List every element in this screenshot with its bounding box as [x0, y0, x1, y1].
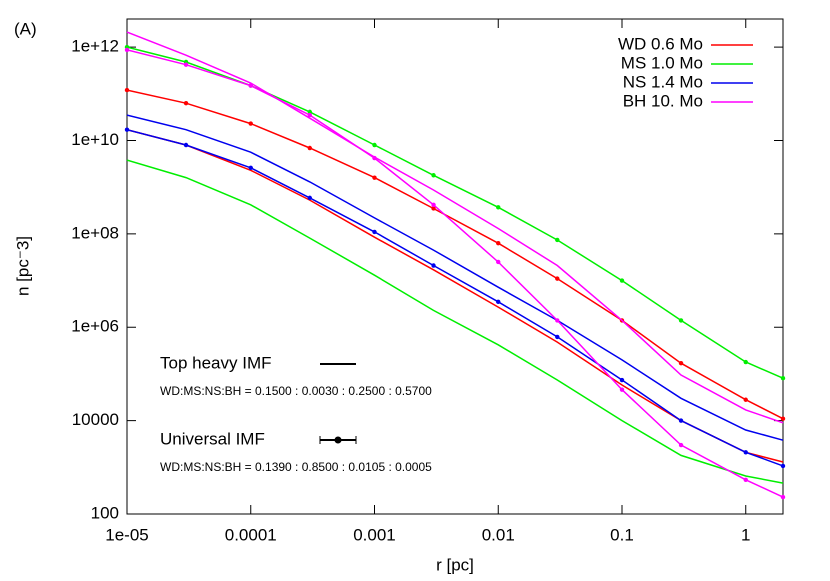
top-heavy-line [126, 31, 784, 424]
data-point [124, 127, 130, 132]
data-point [555, 276, 560, 281]
y-axis-label: n [pc⁻3] [13, 236, 32, 296]
y-tick-label: 1e+10 [71, 130, 119, 149]
legend-label: NS 1.4 Mo [623, 72, 703, 91]
universal-line [126, 128, 784, 467]
data-point [307, 112, 312, 118]
y-tick-label: 10000 [72, 410, 119, 429]
top-heavy-line [126, 114, 784, 441]
data-point [183, 62, 189, 67]
data-point [678, 442, 684, 448]
data-point [307, 195, 312, 201]
y-tick-label: 1e+06 [71, 317, 119, 336]
data-point [372, 229, 377, 235]
data-point [248, 83, 253, 88]
y-tick-label: 1e+08 [71, 223, 119, 242]
data-point [678, 360, 684, 366]
data-point [678, 418, 684, 423]
imf-ratio: WD:MS:NS:BH = 0.1390 : 0.8500 : 0.0105 :… [160, 460, 432, 474]
data-point [743, 397, 748, 402]
data-point [307, 109, 312, 115]
data-point [183, 142, 189, 148]
data-point [743, 450, 748, 455]
x-tick-label: 0.01 [482, 525, 515, 544]
data-point [678, 318, 684, 323]
data-point [555, 237, 560, 243]
data-point [248, 165, 253, 171]
data-point [431, 263, 436, 268]
legend-label: MS 1.0 Mo [621, 53, 703, 72]
data-point [619, 278, 625, 283]
imf-label: Universal IMF [160, 429, 265, 448]
x-tick-label: 0.0001 [225, 525, 277, 544]
data-point [431, 173, 436, 178]
x-tick-label: 1e-05 [105, 525, 148, 544]
data-point [780, 494, 786, 500]
data-point [496, 299, 501, 305]
data-point [555, 334, 560, 340]
y-tick-label: 100 [91, 503, 119, 522]
data-point [743, 359, 748, 365]
data-point [248, 121, 253, 126]
data-point [307, 145, 312, 151]
data-point [372, 155, 377, 161]
data-point [619, 377, 625, 383]
data-point [555, 318, 560, 323]
data-point [372, 142, 377, 148]
y-tick-label: 1e+12 [71, 37, 119, 56]
universal-line [126, 49, 784, 498]
x-axis-label: r [pc] [436, 555, 474, 574]
data-point [124, 47, 130, 53]
universal-line [126, 89, 784, 420]
top-heavy-line [126, 159, 784, 484]
data-point [124, 87, 130, 93]
data-point [780, 416, 786, 421]
imf-ratio: WD:MS:NS:BH = 0.1500 : 0.0030 : 0.2500 :… [160, 384, 432, 398]
data-point [780, 463, 786, 469]
data-point [431, 206, 436, 211]
data-point [619, 387, 625, 392]
data-point [496, 205, 501, 210]
data-point [431, 202, 436, 207]
x-tick-label: 0.1 [610, 525, 634, 544]
imf-label: Top heavy IMF [160, 353, 272, 372]
data-point [496, 241, 501, 246]
data-point [183, 100, 189, 106]
data-point [743, 477, 748, 483]
legend-label: WD 0.6 Mo [618, 34, 703, 53]
data-point [372, 175, 377, 180]
x-tick-label: 0.001 [353, 525, 396, 544]
data-point [780, 376, 786, 381]
legend-label: BH 10. Mo [623, 91, 703, 110]
top-heavy-line [126, 128, 784, 463]
x-tick-label: 1 [741, 525, 750, 544]
data-point [496, 259, 501, 265]
plot-frame [126, 18, 784, 515]
panel-label: (A) [14, 19, 37, 38]
imf-swatch-dot [334, 436, 342, 444]
